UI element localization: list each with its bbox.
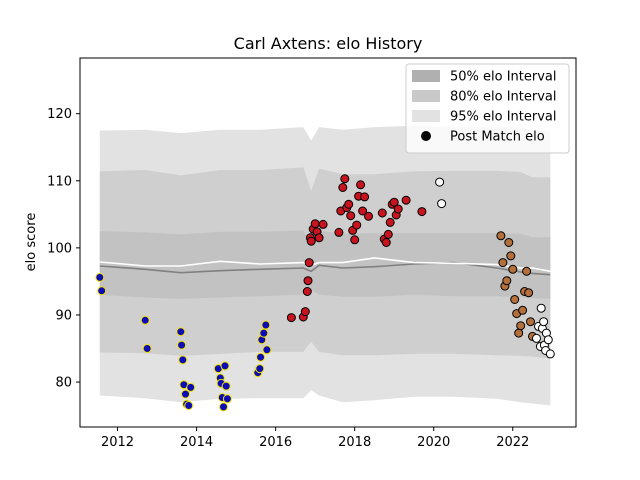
y-tick-label: 80 — [55, 376, 72, 391]
data-point — [344, 199, 354, 209]
data-point — [381, 238, 391, 247]
data-point — [177, 340, 187, 350]
data-point — [504, 238, 514, 247]
data-point — [300, 307, 310, 317]
data-point — [346, 211, 356, 221]
legend-marker — [421, 131, 431, 141]
data-point — [176, 327, 186, 337]
data-point — [306, 236, 316, 246]
legend-swatch — [412, 90, 440, 102]
band-50 — [99, 230, 551, 299]
data-point — [532, 333, 541, 343]
data-point — [334, 227, 344, 237]
data-point — [314, 233, 324, 243]
data-point — [350, 235, 360, 245]
chart-title: Carl Axtens: elo History — [234, 34, 423, 53]
legend-swatch — [412, 70, 440, 82]
data-point — [256, 352, 266, 362]
data-point — [186, 382, 196, 392]
data-point — [377, 208, 387, 218]
legend-label: 50% elo Interval — [450, 70, 557, 85]
data-point — [506, 251, 516, 261]
data-point — [318, 219, 328, 229]
data-point — [498, 258, 508, 268]
data-point — [539, 317, 549, 327]
data-point — [261, 320, 271, 330]
y-axis: 80 90 100 110 120 — [47, 107, 80, 391]
data-point — [340, 174, 350, 184]
data-point — [496, 231, 506, 241]
mean-line — [99, 257, 551, 273]
legend-swatch — [412, 110, 440, 122]
data-point — [302, 287, 312, 296]
data-point — [221, 381, 231, 391]
data-point — [181, 389, 190, 399]
data-point — [508, 264, 518, 274]
data-point — [259, 328, 269, 338]
data-point — [220, 361, 230, 371]
data-point — [219, 402, 228, 412]
data-point — [286, 313, 296, 323]
data-point — [140, 315, 150, 325]
data-point — [255, 364, 265, 374]
plot-frame — [79, 57, 577, 428]
legend-label: 80% elo Interval — [450, 90, 557, 105]
data-point — [543, 335, 553, 345]
data-point — [526, 317, 535, 327]
x-tick-label: 2012 — [101, 435, 134, 450]
data-point — [222, 394, 232, 404]
data-point — [356, 180, 366, 190]
data-point — [310, 219, 320, 229]
data-point — [502, 276, 512, 286]
data-point — [522, 266, 532, 276]
data-point — [524, 288, 534, 298]
x-tick-label: 2022 — [496, 435, 529, 450]
legend-label: Post Match elo — [450, 130, 545, 145]
data-point — [385, 217, 395, 227]
y-axis-label: elo score — [24, 213, 39, 272]
post-match-points — [95, 174, 555, 412]
data-point — [358, 206, 368, 216]
data-point — [389, 197, 399, 207]
data-point — [435, 177, 445, 187]
x-tick-label: 2016 — [259, 435, 292, 450]
data-point — [364, 211, 373, 221]
data-point — [178, 355, 188, 365]
y-tick-label: 90 — [55, 308, 72, 323]
x-tick-label: 2020 — [417, 435, 450, 450]
data-point — [142, 344, 152, 353]
data-point — [352, 220, 362, 230]
data-point — [95, 272, 105, 282]
legend-box — [405, 63, 570, 154]
data-point — [383, 229, 393, 239]
data-point — [437, 199, 447, 209]
data-point — [417, 207, 427, 217]
legend-label: 95% elo Interval — [450, 110, 557, 125]
x-axis: 2012 2014 2016 2018 2020 2022 — [101, 427, 529, 450]
data-point — [338, 183, 348, 192]
data-point — [304, 258, 314, 268]
y-tick-label: 110 — [47, 174, 72, 189]
data-point — [401, 195, 411, 205]
data-point — [545, 349, 555, 359]
data-point — [393, 204, 403, 214]
y-tick-label: 100 — [47, 241, 72, 256]
data-point — [518, 305, 528, 315]
data-point — [510, 295, 520, 304]
data-point — [262, 345, 272, 355]
data-point — [303, 276, 313, 286]
x-tick-label: 2014 — [180, 435, 213, 450]
data-point — [97, 286, 107, 296]
x-tick-label: 2018 — [338, 435, 371, 450]
data-point — [360, 192, 370, 202]
data-point — [536, 303, 546, 313]
data-point — [184, 401, 194, 410]
data-point — [514, 328, 524, 338]
legend: 50% elo Interval 80% elo Interval 95% elo … — [405, 63, 570, 154]
data-point — [516, 321, 526, 331]
y-tick-label: 120 — [47, 107, 72, 122]
